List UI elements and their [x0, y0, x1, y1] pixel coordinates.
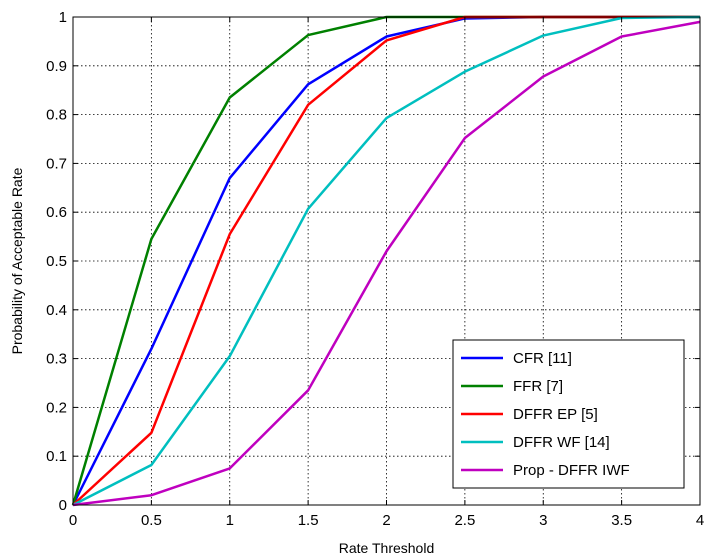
- y-tick-label: 1: [59, 9, 67, 26]
- x-tick-label: 0.5: [141, 512, 162, 529]
- y-tick-label: 0.1: [46, 448, 67, 465]
- y-axis-label: Probability of Acceptable Rate: [9, 167, 25, 354]
- x-tick-label: 2.5: [454, 512, 475, 529]
- legend-label: CFR [11]: [513, 350, 572, 367]
- y-tick-label: 0.7: [46, 155, 67, 172]
- y-tick-label: 0.8: [46, 107, 67, 124]
- legend-label: Prop - DFFR IWF: [513, 462, 630, 479]
- x-tick-label: 3: [539, 512, 547, 529]
- legend: CFR [11] FFR [7] DFFR EP [5] DFFR WF [14] Pr…: [452, 339, 685, 489]
- y-tick-label: 0.3: [46, 351, 67, 368]
- x-axis-label: Rate Threshold: [339, 540, 434, 556]
- tick-labels: 0 0.5 1 1.5 2 2.5 3 3.5 4 0 0.1 0.2 0.3 0.4 0.5 0.6 0.7 0…: [46, 9, 704, 529]
- x-tick-label: 2: [382, 512, 390, 529]
- x-tick-label: 4: [696, 512, 704, 529]
- x-tick-label: 3.5: [611, 512, 632, 529]
- y-tick-label: 0: [59, 497, 67, 514]
- y-tick-label: 0.2: [46, 399, 67, 416]
- legend-label: DFFR EP [5]: [513, 406, 598, 423]
- x-tick-label: 0: [69, 512, 77, 529]
- series-line-5: [72, 20, 701, 507]
- y-tick-label: 0.6: [46, 204, 67, 221]
- x-tick-label: 1: [226, 512, 234, 529]
- x-tick-label: 1.5: [298, 512, 319, 529]
- series-line-4: [72, 15, 701, 507]
- y-tick-label: 0.5: [46, 253, 67, 270]
- y-tick-label: 0.9: [46, 58, 67, 75]
- axis-ticks: [72, 16, 701, 506]
- y-tick-label: 0.4: [46, 302, 67, 319]
- legend-label: DFFR WF [14]: [513, 434, 610, 451]
- legend-label: FFR [7]: [513, 378, 563, 395]
